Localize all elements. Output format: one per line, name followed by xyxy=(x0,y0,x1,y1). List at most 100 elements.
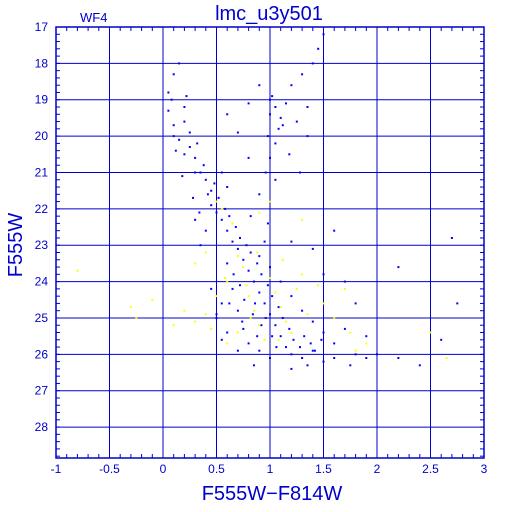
y-tick-label: 25 xyxy=(35,311,49,325)
x-tick-label: 3 xyxy=(481,462,488,476)
data-point-blue xyxy=(199,244,202,247)
data-point-yellow xyxy=(349,331,352,334)
data-point-blue xyxy=(226,331,229,334)
data-point-blue xyxy=(170,98,173,101)
data-point-yellow xyxy=(258,211,261,214)
x-tick-label: 1 xyxy=(267,462,274,476)
data-point-blue xyxy=(215,211,218,214)
data-point-blue xyxy=(311,349,314,352)
data-point-blue xyxy=(290,353,293,356)
data-point-yellow xyxy=(285,320,287,323)
data-point-blue xyxy=(274,324,277,327)
data-point-yellow xyxy=(242,266,245,269)
data-point-blue xyxy=(269,156,271,159)
data-point-blue xyxy=(333,229,336,232)
data-point-blue xyxy=(275,346,278,349)
data-point-blue xyxy=(210,287,213,290)
data-point-blue xyxy=(210,204,213,207)
data-point-yellow xyxy=(281,258,284,261)
data-point-yellow xyxy=(365,342,368,345)
data-point-blue xyxy=(306,106,309,108)
data-point-blue xyxy=(376,353,378,356)
data-point-blue xyxy=(172,135,175,138)
data-point-blue xyxy=(322,331,325,334)
data-point-yellow xyxy=(236,255,239,258)
data-point-yellow xyxy=(172,324,175,327)
data-point-blue xyxy=(245,244,248,247)
data-point-blue xyxy=(290,84,293,87)
data-point-blue xyxy=(290,367,293,370)
data-point-blue xyxy=(199,171,202,174)
data-point-blue xyxy=(264,317,267,319)
panel-label: WF4 xyxy=(80,10,107,25)
data-point-yellow xyxy=(183,309,186,312)
data-point-blue xyxy=(440,338,443,341)
data-point-blue xyxy=(281,317,284,319)
data-point-blue xyxy=(260,324,263,327)
data-point-blue xyxy=(418,364,421,367)
data-point-blue xyxy=(269,98,271,101)
data-point-blue xyxy=(256,335,259,338)
data-point-blue xyxy=(220,302,223,305)
data-point-yellow xyxy=(231,222,234,225)
data-point-blue xyxy=(239,284,241,287)
data-point-blue xyxy=(202,164,205,167)
data-point-yellow xyxy=(290,331,293,334)
data-point-blue xyxy=(263,302,266,305)
data-point-yellow xyxy=(295,287,298,290)
data-point-blue xyxy=(167,109,170,112)
data-point-blue xyxy=(226,262,229,265)
data-point-blue xyxy=(254,302,256,305)
chart-title: lmc_u3y501 xyxy=(215,3,323,25)
data-point-yellow xyxy=(429,331,432,334)
data-point-blue xyxy=(309,342,312,345)
data-point-yellow xyxy=(224,277,227,279)
data-point-blue xyxy=(456,302,459,305)
y-tick-label: 18 xyxy=(35,56,49,70)
data-point-blue xyxy=(277,127,280,130)
data-point-blue xyxy=(281,124,284,127)
data-point-yellow xyxy=(277,338,280,341)
data-point-blue xyxy=(226,113,229,116)
data-point-blue xyxy=(288,327,291,330)
data-point-blue xyxy=(242,327,245,330)
data-point-blue xyxy=(301,73,304,76)
data-point-blue xyxy=(269,113,271,116)
data-point-blue xyxy=(260,273,263,276)
data-point-blue xyxy=(264,171,267,174)
data-point-blue xyxy=(181,175,184,178)
data-point-blue xyxy=(242,258,245,261)
data-point-blue xyxy=(258,193,261,196)
x-tick-label: 0 xyxy=(160,462,167,476)
data-point-blue xyxy=(194,156,197,159)
y-tick-label: 26 xyxy=(35,347,49,361)
data-point-blue xyxy=(333,357,336,359)
data-point-blue xyxy=(322,33,325,36)
data-point-blue xyxy=(215,317,218,319)
data-point-blue xyxy=(258,291,261,294)
data-point-blue xyxy=(266,135,269,138)
data-point-yellow xyxy=(220,207,223,210)
y-tick-label: 24 xyxy=(35,275,49,289)
data-point-blue xyxy=(279,116,282,119)
data-point-yellow xyxy=(247,295,250,298)
data-point-blue xyxy=(194,218,197,221)
data-point-blue xyxy=(320,338,323,341)
data-point-blue xyxy=(185,95,188,98)
data-point-blue xyxy=(299,346,301,349)
data-point-blue xyxy=(450,237,453,239)
data-point-blue xyxy=(249,215,252,218)
data-point-blue xyxy=(247,342,250,345)
data-point-blue xyxy=(285,102,287,105)
data-point-blue xyxy=(256,262,259,265)
data-point-blue xyxy=(299,171,301,174)
data-point-blue xyxy=(274,106,277,108)
data-point-blue xyxy=(236,349,239,352)
data-point-blue xyxy=(178,62,181,65)
data-point-blue xyxy=(247,156,250,159)
data-point-yellow xyxy=(204,251,207,254)
data-point-blue xyxy=(188,146,191,148)
data-point-blue xyxy=(317,47,320,50)
data-point-yellow xyxy=(215,200,218,203)
